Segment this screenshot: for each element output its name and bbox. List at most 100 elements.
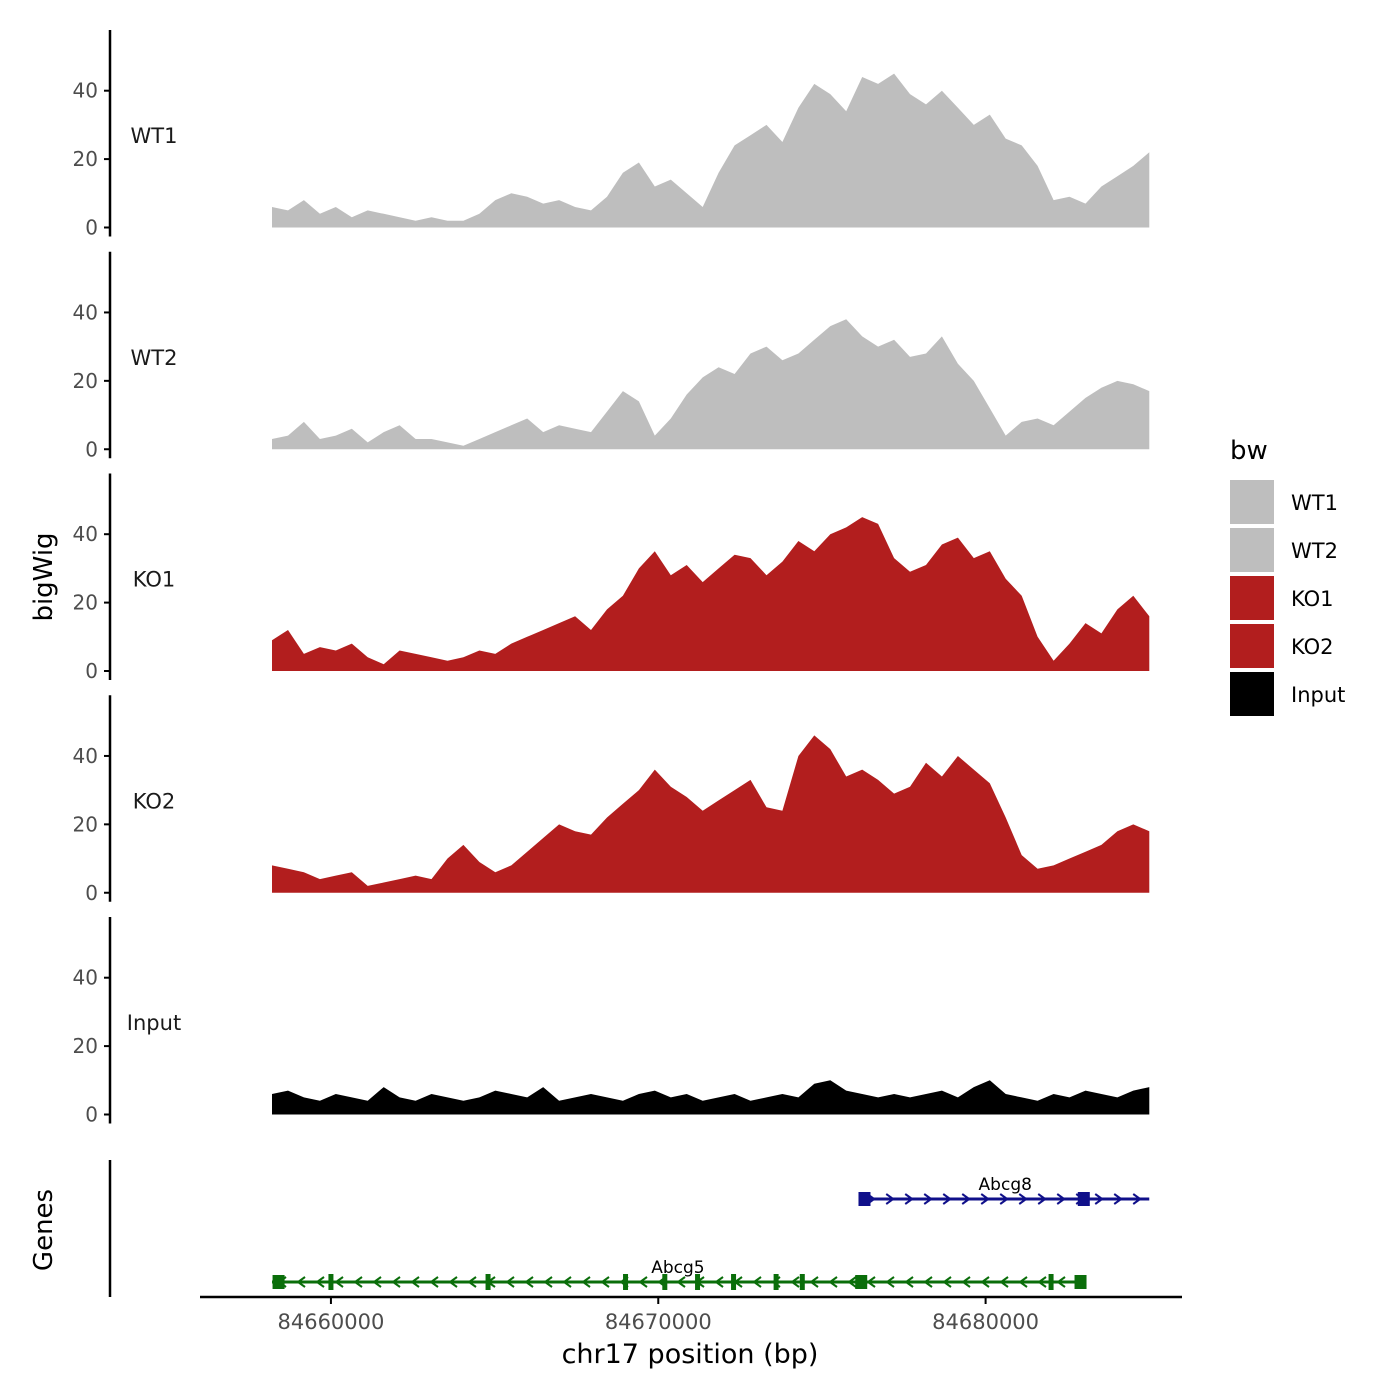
strand-arrow: [410, 1276, 420, 1288]
strand-arrow: [904, 1193, 914, 1205]
y-tick-label: 20: [73, 1034, 98, 1058]
legend: bw WT1 WT2 KO1 KO2 Input: [1230, 436, 1345, 716]
strand-arrow: [315, 1276, 325, 1288]
strand-arrow: [543, 1276, 553, 1288]
y-tick-label: 0: [85, 1103, 98, 1127]
exon: [272, 1275, 285, 1289]
y-tick-label: 0: [85, 437, 98, 461]
strand-arrow: [448, 1276, 458, 1288]
strand-arrow: [885, 1276, 895, 1288]
strand-arrow: [372, 1276, 382, 1288]
strand-arrow: [1113, 1193, 1123, 1205]
exon: [1048, 1274, 1054, 1290]
exon: [328, 1274, 334, 1290]
strand-arrow: [790, 1276, 800, 1288]
strand-arrow: [1018, 1193, 1028, 1205]
exon: [623, 1274, 629, 1290]
strand-arrow: [600, 1276, 610, 1288]
strand-arrow: [980, 1276, 990, 1288]
strand-arrow: [1056, 1193, 1066, 1205]
strand-arrow: [676, 1276, 686, 1288]
strand-arrow: [961, 1276, 971, 1288]
strand-arrow: [980, 1193, 990, 1205]
area-wt2: [272, 319, 1150, 450]
exon: [858, 1192, 871, 1206]
gene-abcg5: Abcg5: [272, 1258, 1087, 1290]
y-tick-label: 40: [73, 744, 98, 768]
track-wt2: 0 20 40 WT2: [73, 251, 1150, 461]
strand-arrow: [1132, 1193, 1142, 1205]
exon: [662, 1274, 668, 1290]
y-tick-label: 20: [73, 591, 98, 615]
strand-arrow: [961, 1193, 971, 1205]
strand-arrow: [334, 1276, 344, 1288]
exon: [773, 1274, 779, 1290]
exon: [695, 1274, 701, 1290]
area-ko2: [272, 735, 1150, 893]
gene-panel: Abcg8 Abcg5: [108, 1160, 1150, 1297]
strand-arrow: [923, 1193, 933, 1205]
y-tick-label: 40: [73, 300, 98, 324]
y-tick-label: 0: [85, 216, 98, 240]
legend-swatch-wt1: [1230, 480, 1274, 524]
strand-arrow: [999, 1276, 1009, 1288]
strand-arrow: [467, 1276, 477, 1288]
x-axis-title: chr17 position (bp): [562, 1339, 819, 1370]
legend-swatch-input: [1230, 672, 1274, 716]
track-label: WT2: [131, 346, 178, 370]
track-ko1: 0 20 40 KO1: [73, 473, 1150, 683]
gene-label: Abcg8: [979, 1175, 1032, 1195]
area-wt1: [272, 73, 1150, 228]
exon: [1077, 1192, 1090, 1206]
strand-arrow: [562, 1276, 572, 1288]
strand-arrow: [923, 1276, 933, 1288]
track-label: WT1: [131, 124, 178, 148]
strand-arrow: [885, 1193, 895, 1205]
track-label: KO2: [133, 789, 176, 813]
legend-label-ko2: KO2: [1291, 635, 1334, 659]
y-tick-label: 20: [73, 369, 98, 393]
y-tick-label: 40: [73, 522, 98, 546]
gene-label: Abcg5: [651, 1258, 704, 1278]
strand-arrow: [999, 1193, 1009, 1205]
strand-arrow: [942, 1193, 952, 1205]
y-axis-title: bigWig: [29, 532, 59, 621]
legend-label-wt1: WT1: [1291, 491, 1338, 515]
strand-arrow: [638, 1276, 648, 1288]
strand-arrow: [391, 1276, 401, 1288]
strand-arrow: [581, 1276, 591, 1288]
strand-arrow: [1018, 1276, 1028, 1288]
track-ko2: 0 20 40 KO2: [73, 695, 1150, 905]
signal-tracks: 0 20 40 WT1 0 20 40 WT2 0 20 40 KO1 0 20 40 KO2 0 20 40 Inp…: [73, 30, 1150, 1127]
x-tick-label: 84670000: [605, 1310, 712, 1334]
strand-arrow: [1056, 1276, 1066, 1288]
strand-arrow: [809, 1276, 819, 1288]
legend-label-wt2: WT2: [1291, 539, 1338, 563]
genes-axis-title: Genes: [29, 1189, 59, 1271]
strand-arrow: [353, 1276, 363, 1288]
legend-swatch-wt2: [1230, 528, 1274, 572]
track-input: 0 20 40 Input: [73, 917, 1150, 1127]
legend-title: bw: [1230, 436, 1268, 466]
x-axis: 84660000 84670000 84680000: [200, 1295, 1182, 1334]
track-label: KO1: [133, 568, 176, 592]
y-tick-label: 40: [73, 79, 98, 103]
strand-arrow: [828, 1276, 838, 1288]
strand-arrow: [866, 1276, 876, 1288]
legend-swatch-ko1: [1230, 576, 1274, 620]
y-tick-label: 20: [73, 147, 98, 171]
strand-arrow: [1037, 1276, 1047, 1288]
x-tick-label: 84680000: [932, 1310, 1039, 1334]
strand-arrow: [752, 1276, 762, 1288]
y-tick-label: 0: [85, 881, 98, 905]
area-ko1: [272, 517, 1150, 671]
strand-arrow: [429, 1276, 439, 1288]
exon: [731, 1274, 737, 1290]
strand-arrow: [1037, 1193, 1047, 1205]
y-tick-label: 40: [73, 966, 98, 990]
y-tick-label: 0: [85, 659, 98, 683]
exon: [855, 1275, 868, 1289]
area-input: [272, 1080, 1150, 1115]
y-tick-label: 20: [73, 812, 98, 836]
